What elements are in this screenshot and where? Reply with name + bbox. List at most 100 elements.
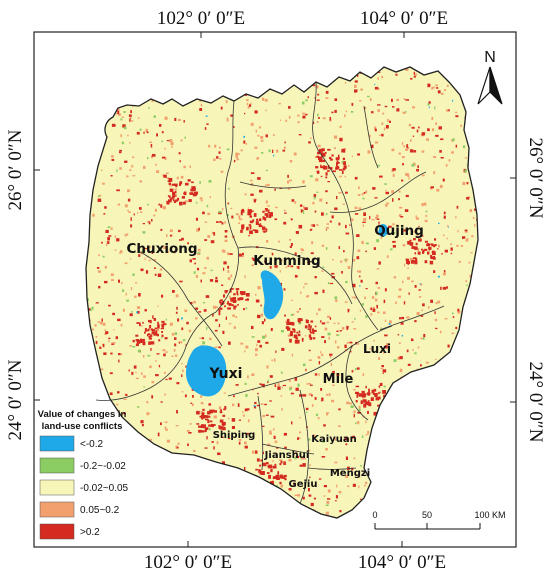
raster-speckle (200, 279, 202, 283)
raster-speckle (105, 331, 109, 334)
raster-speckle (329, 156, 332, 160)
raster-speckle (168, 178, 173, 182)
raster-speckle (169, 198, 172, 203)
raster-speckle (293, 329, 296, 333)
raster-speckle (289, 332, 293, 337)
raster-speckle (328, 336, 330, 340)
raster-speckle (353, 414, 355, 418)
raster-speckle (419, 283, 423, 286)
raster-speckle (125, 394, 128, 396)
raster-speckle (299, 204, 303, 207)
raster-speckle (196, 228, 200, 232)
raster-speckle (254, 229, 259, 233)
raster-speckle (401, 156, 405, 159)
raster-speckle (295, 387, 299, 391)
raster-speckle (206, 436, 208, 440)
raster-speckle (466, 182, 469, 185)
raster-speckle (142, 231, 146, 234)
raster-speckle (142, 223, 145, 225)
raster-speckle (351, 370, 354, 373)
raster-speckle (147, 328, 150, 331)
raster-speckle (359, 100, 362, 102)
raster-speckle (326, 412, 329, 416)
raster-speckle (307, 438, 311, 441)
raster-speckle (185, 365, 187, 368)
raster-speckle (451, 312, 454, 315)
raster-speckle (318, 478, 322, 480)
raster-speckle (400, 216, 404, 218)
raster-speckle (314, 373, 318, 376)
raster-speckle (421, 174, 425, 177)
raster-speckle (329, 317, 332, 320)
raster-speckle (94, 324, 97, 327)
raster-speckle (257, 286, 261, 290)
raster-speckle (243, 140, 246, 144)
raster-speckle (353, 410, 356, 414)
raster-speckle (311, 404, 314, 407)
raster-speckle (261, 225, 263, 228)
raster-speckle (256, 458, 260, 462)
raster-speckle (163, 174, 167, 178)
raster-speckle (379, 134, 383, 136)
raster-speckle (400, 368, 403, 371)
raster-speckle (125, 292, 127, 296)
raster-speckle (268, 214, 272, 218)
raster-speckle (224, 239, 228, 242)
raster-speckle (205, 295, 210, 298)
raster-speckle (311, 394, 313, 397)
raster-speckle (118, 359, 120, 363)
raster-speckle (124, 233, 127, 237)
raster-speckle (365, 190, 368, 194)
raster-speckle (199, 415, 204, 418)
raster-speckle (377, 287, 381, 289)
raster-speckle (365, 242, 369, 245)
raster-speckle (224, 221, 226, 224)
raster-speckle (247, 207, 249, 209)
raster-speckle (148, 259, 151, 262)
raster-speckle (282, 149, 286, 152)
raster-speckle (262, 451, 264, 455)
raster-speckle (133, 213, 135, 216)
raster-speckle (248, 235, 250, 237)
raster-speckle (254, 110, 258, 114)
raster-speckle (182, 201, 186, 205)
raster-speckle (456, 244, 459, 247)
raster-speckle (156, 170, 160, 173)
raster-speckle (218, 425, 221, 429)
raster-speckle (174, 343, 177, 347)
raster-speckle (331, 215, 334, 219)
raster-speckle (88, 308, 91, 311)
raster-speckle (200, 402, 204, 405)
raster-speckle (249, 225, 252, 230)
raster-speckle (184, 394, 187, 398)
raster-speckle (354, 80, 358, 83)
raster-speckle (148, 335, 151, 338)
raster-speckle (129, 169, 132, 171)
raster-speckle (267, 209, 270, 214)
raster-speckle (143, 165, 146, 169)
raster-speckle (309, 329, 312, 333)
raster-speckle (262, 226, 266, 230)
raster-speckle (221, 284, 224, 286)
raster-speckle (321, 456, 326, 458)
raster-speckle (302, 101, 305, 105)
raster-speckle (269, 400, 272, 402)
raster-speckle (283, 461, 286, 465)
raster-speckle (107, 226, 111, 228)
raster-speckle (422, 337, 425, 340)
raster-speckle (298, 320, 301, 323)
raster-speckle (405, 194, 409, 198)
raster-speckle (464, 169, 467, 173)
raster-speckle (245, 394, 248, 397)
raster-speckle (325, 97, 329, 99)
raster-speckle (321, 244, 325, 247)
raster-speckle (273, 154, 275, 157)
raster-speckle (227, 202, 230, 205)
raster-speckle (327, 315, 331, 318)
raster-speckle (358, 207, 362, 210)
raster-speckle (462, 237, 464, 240)
raster-speckle (308, 393, 312, 396)
raster-speckle (428, 106, 430, 109)
raster-speckle (191, 181, 194, 184)
raster-speckle (180, 175, 184, 179)
